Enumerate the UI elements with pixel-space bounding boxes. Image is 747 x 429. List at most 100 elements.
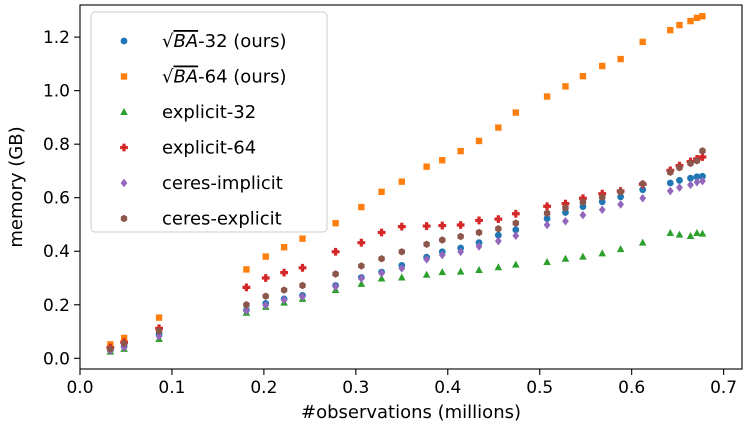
data-point-hexagon <box>262 292 269 300</box>
data-point-plus <box>561 199 570 208</box>
y-tick-label: 0.0 <box>43 349 70 369</box>
legend-label: √BA-64 (ours) <box>162 67 287 88</box>
data-point-plus <box>261 274 270 282</box>
data-point-square <box>639 38 646 46</box>
data-point-hexagon <box>280 286 288 294</box>
legend-marker-circle <box>120 37 128 45</box>
x-tick-label: 0.3 <box>342 378 369 398</box>
data-point-diamond <box>332 282 340 291</box>
data-point-plus <box>397 222 406 231</box>
data-point-square <box>457 147 464 155</box>
data-point-diamond <box>280 295 288 305</box>
data-point-plus <box>377 228 386 237</box>
data-point-hexagon <box>155 327 163 335</box>
data-point-diamond <box>598 205 606 215</box>
x-axis-title: #observations (millions) <box>301 402 521 423</box>
data-point-diamond <box>438 250 446 260</box>
data-point-plus <box>475 216 483 225</box>
y-tick-label: 0.6 <box>43 189 70 209</box>
legend-label: √BA-32 (ours) <box>162 31 287 52</box>
data-point-circle <box>579 203 587 210</box>
data-point-hexagon <box>687 159 694 168</box>
data-point-diamond <box>687 180 694 190</box>
data-point-square <box>667 26 674 34</box>
legend-label: ceres-implicit <box>162 173 283 194</box>
data-marks <box>106 13 707 356</box>
data-point-plus <box>422 222 431 230</box>
data-point-plus <box>357 238 366 247</box>
data-point-diamond <box>299 292 306 302</box>
data-point-triangle <box>616 245 625 253</box>
x-tick-label: 0.1 <box>158 378 185 398</box>
data-point-plus <box>438 221 447 230</box>
data-point-hexagon <box>299 281 306 290</box>
data-point-diamond <box>693 177 701 187</box>
data-point-triangle <box>675 230 684 238</box>
data-point-circle <box>666 179 674 187</box>
data-point-diamond <box>423 254 431 264</box>
data-point-square <box>358 203 365 211</box>
data-point-triangle <box>494 263 503 271</box>
data-point-hexagon <box>107 345 114 353</box>
data-point-circle <box>676 176 683 184</box>
data-point-hexagon <box>667 168 674 176</box>
data-point-circle <box>543 215 551 222</box>
plot-frame <box>79 4 743 370</box>
legend-marker-plus <box>120 143 128 152</box>
y-tick-label: 1.0 <box>43 82 70 102</box>
data-point-diamond <box>398 264 406 273</box>
data-point-square <box>562 83 569 90</box>
data-point-square <box>398 178 406 185</box>
data-point-plus <box>456 221 465 229</box>
x-axis: 0.0 0.1 0.2 0.3 0.4 0.5 0.6 0.7 <box>66 369 737 398</box>
data-point-diamond <box>475 242 483 251</box>
legend-marker-square <box>120 73 128 80</box>
data-point-square <box>617 55 624 63</box>
data-point-hexagon <box>378 255 385 263</box>
data-point-triangle <box>698 229 707 237</box>
data-point-triangle <box>693 229 701 237</box>
data-point-circle <box>617 193 625 201</box>
x-tick-label: 0.0 <box>66 378 93 398</box>
data-point-hexagon <box>475 228 483 237</box>
data-point-square <box>495 124 502 131</box>
legend-label: ceres-explicit <box>162 209 282 230</box>
data-point-triangle <box>638 238 647 246</box>
x-tick-label: 0.2 <box>250 378 277 398</box>
legend-marker-triangle <box>120 108 128 115</box>
data-point-triangle <box>598 249 607 257</box>
data-point-circle <box>687 174 694 182</box>
data-point-hexagon <box>120 339 128 348</box>
data-point-square <box>262 253 269 260</box>
data-point-circle <box>512 226 520 234</box>
data-point-hexagon <box>512 219 520 227</box>
data-point-triangle <box>475 265 483 273</box>
data-point-triangle <box>543 257 551 265</box>
data-point-triangle <box>422 270 431 278</box>
data-point-diamond <box>155 332 163 341</box>
data-point-plus <box>242 283 251 292</box>
data-point-triangle <box>438 268 447 276</box>
y-axis: 0.0 0.2 0.4 0.6 0.8 1.0 1.2 <box>43 28 80 369</box>
data-point-diamond <box>543 220 551 230</box>
data-point-hexagon <box>599 193 606 201</box>
data-point-plus <box>331 247 340 256</box>
data-point-hexagon <box>457 232 464 241</box>
data-point-diamond <box>494 236 502 246</box>
x-tick-label: 0.4 <box>434 378 461 398</box>
data-point-hexagon <box>543 209 551 217</box>
data-point-diamond <box>512 231 520 241</box>
data-point-square <box>280 244 288 251</box>
data-point-diamond <box>378 268 385 278</box>
data-point-square <box>332 219 339 227</box>
data-point-circle <box>693 173 701 181</box>
data-point-triangle <box>456 267 465 275</box>
data-point-diamond <box>262 301 270 310</box>
data-point-diamond <box>617 200 625 209</box>
data-point-diamond <box>562 216 569 226</box>
data-point-triangle <box>512 260 520 268</box>
data-point-hexagon <box>617 188 624 196</box>
data-point-plus <box>298 263 307 272</box>
data-point-hexagon <box>358 262 365 270</box>
data-point-diamond <box>579 210 587 220</box>
